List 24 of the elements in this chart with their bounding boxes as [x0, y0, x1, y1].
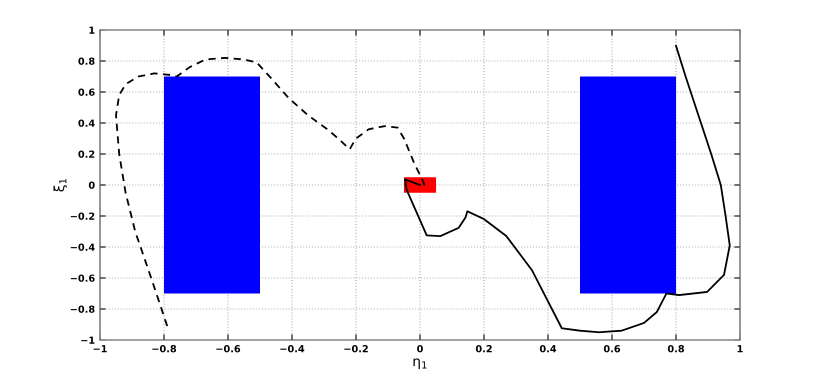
y-tick-label: 0.8	[78, 57, 95, 65]
x-tick-label: −0.8	[152, 345, 176, 352]
y-tick-label: −1	[81, 336, 94, 344]
y-tick-label: −0.2	[70, 212, 94, 220]
x-tick-label: −0.2	[344, 345, 368, 352]
x-tick-label: 0.4	[540, 345, 556, 352]
x-tick-label: 0.2	[476, 345, 492, 352]
y-tick-label: 0.4	[78, 119, 95, 127]
x-tick-label: −1	[94, 345, 107, 352]
y-tick-label: 0.2	[78, 150, 94, 158]
x-tick-label: 1	[738, 345, 743, 352]
x-tick-label: −0.4	[280, 345, 304, 352]
y-tick-label: 0.6	[78, 88, 95, 96]
x-tick-label: 0.6	[604, 345, 620, 352]
y-tick-label: −0.6	[70, 274, 95, 282]
y-tick-label: 0	[88, 181, 95, 189]
x-tick-label: 0	[417, 345, 423, 352]
x-tick-label: 0.8	[668, 345, 684, 352]
x-axis-title: η$_{1}$	[413, 358, 426, 370]
y-tick-label: 1	[89, 26, 94, 34]
y-tick-label: −0.8	[70, 305, 95, 313]
y-tick-label: −0.4	[70, 243, 95, 251]
x-tick-label: −0.6	[216, 345, 240, 352]
y-axis-title: ξ$_{1}$	[54, 179, 67, 192]
